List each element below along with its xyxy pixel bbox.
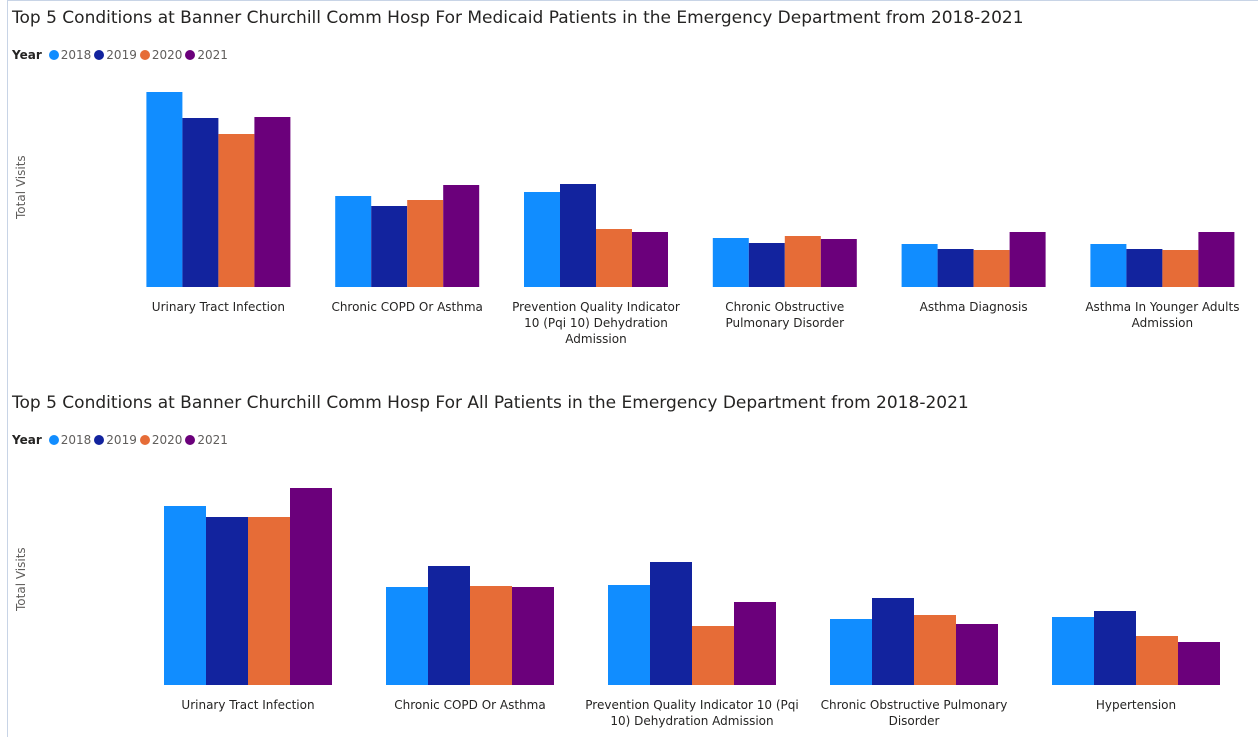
x-tick-label: Urinary Tract Infection — [151, 300, 285, 314]
x-tick-label: Urinary Tract Infection — [181, 698, 315, 712]
bar — [254, 117, 291, 287]
x-tick-label: Hypertension — [1095, 698, 1177, 712]
bar — [1198, 232, 1235, 287]
x-tick-label: Chronic COPD Or Asthma — [394, 698, 546, 712]
bar — [748, 243, 785, 287]
bar — [524, 192, 560, 287]
legend-swatch — [139, 50, 150, 60]
legend-label: 2018 — [60, 433, 92, 447]
bar — [1162, 250, 1199, 287]
legend: Year 2018 2019 2020 2021 — [12, 48, 228, 62]
chart-panel: Top 5 Conditions at Banner Churchill Com… — [12, 8, 1240, 346]
bar — [1052, 617, 1094, 685]
bar — [1094, 611, 1136, 685]
bar — [182, 118, 219, 287]
chart-panel: Top 5 Conditions at Banner Churchill Com… — [0, 385, 1259, 737]
bar — [371, 206, 408, 287]
legend-swatch — [94, 50, 105, 60]
legend-label: 2020 — [151, 433, 183, 447]
bar — [901, 244, 938, 287]
bar — [386, 587, 428, 685]
bar — [512, 587, 554, 685]
legend: Year 2018 2019 2020 2021 — [12, 433, 228, 447]
bar — [914, 615, 956, 685]
bar — [443, 185, 480, 287]
bar — [560, 184, 596, 287]
bar — [1009, 232, 1046, 287]
bar — [937, 249, 974, 287]
bar — [973, 250, 1010, 287]
bar — [146, 92, 183, 287]
bar — [650, 562, 692, 685]
bar — [820, 239, 857, 287]
legend-swatch — [94, 435, 105, 445]
bar — [1178, 642, 1220, 685]
bar — [470, 586, 512, 685]
frame — [7, 0, 1258, 737]
bar — [218, 134, 255, 287]
x-tick-label: Chronic Obstructive Pulmonary Disorder — [725, 300, 845, 330]
chart-title: Top 5 Conditions at Banner Churchill Com… — [12, 393, 969, 413]
bar — [830, 619, 872, 685]
legend-swatch — [185, 50, 196, 60]
bar — [872, 598, 914, 685]
legend-swatch — [48, 435, 59, 445]
legend-label: 2021 — [197, 433, 228, 447]
legend-title: Year — [12, 48, 42, 62]
bar — [290, 488, 332, 685]
x-tick-label: Asthma Diagnosis — [919, 300, 1028, 314]
bar — [335, 196, 372, 287]
legend-label: 2020 — [151, 48, 183, 62]
legend-swatch — [48, 50, 59, 60]
bar — [632, 232, 668, 287]
bar — [1126, 249, 1163, 287]
bar — [428, 566, 470, 685]
legend-label: 2019 — [106, 48, 137, 62]
x-tick-label: Chronic COPD Or Asthma — [331, 300, 483, 314]
bar — [248, 517, 290, 685]
x-tick-label: Asthma In Younger Adults Admission — [1085, 300, 1240, 330]
legend-label: 2018 — [60, 48, 92, 62]
bar — [164, 506, 206, 685]
bar — [1136, 636, 1178, 685]
legend-label: 2019 — [106, 433, 137, 447]
legend-label: 2021 — [197, 48, 228, 62]
bar — [206, 517, 248, 685]
bar — [608, 585, 650, 685]
legend-swatch — [139, 435, 150, 445]
bar — [784, 236, 821, 287]
legend-title: Year — [12, 433, 42, 447]
x-tick-label: Prevention Quality Indicator 10 (Pqi 10)… — [512, 300, 680, 346]
bar — [407, 200, 444, 287]
bar — [596, 229, 632, 287]
chart-title: Top 5 Conditions at Banner Churchill Com… — [12, 8, 1024, 28]
x-tick-label: Chronic Obstructive Pulmonary Disorder — [820, 698, 1008, 728]
bar — [712, 238, 749, 287]
plot — [146, 92, 1235, 287]
legend-swatch — [185, 435, 196, 445]
plot — [164, 488, 1220, 685]
bar — [1090, 244, 1127, 287]
bar — [692, 626, 734, 685]
bar — [956, 624, 998, 685]
x-tick-label: Prevention Quality Indicator 10 (Pqi 10)… — [585, 698, 799, 728]
bar — [734, 602, 776, 685]
